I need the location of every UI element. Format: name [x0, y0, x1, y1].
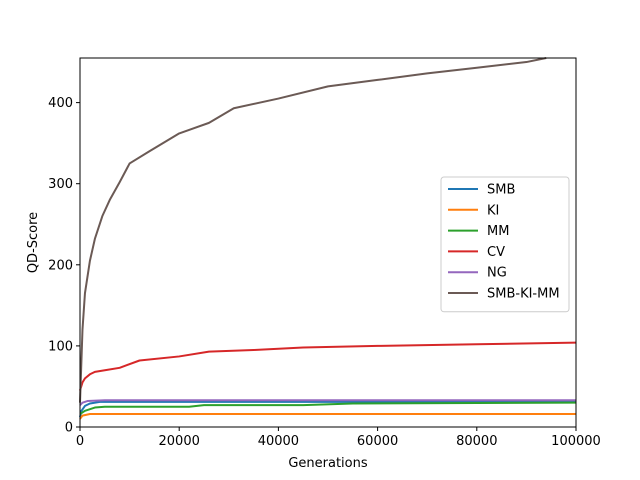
y-tick-label: 200	[48, 258, 73, 273]
x-tick-label: 80000	[456, 434, 497, 449]
legend-label-ki: KI	[487, 203, 499, 218]
series-line-cv	[79, 341, 577, 391]
x-tick-label: 60000	[357, 434, 398, 449]
legend-label-smb-ki-mm: SMB-KI-MM	[487, 287, 560, 302]
legend: SMB KI MM CV NG SMB-KI-MM	[440, 176, 570, 313]
x-tick-label: 40000	[258, 434, 299, 449]
series-line-mm	[79, 401, 577, 415]
series-lines	[79, 57, 577, 420]
y-tick-label: 100	[48, 339, 73, 354]
x-tick-label: 0	[76, 434, 84, 449]
series-line-ng	[79, 399, 576, 406]
legend-label-mm: MM	[487, 224, 509, 239]
plot-frame	[79, 57, 577, 428]
x-axis-label: Generations	[288, 456, 368, 471]
legend-label-smb: SMB	[487, 183, 515, 198]
axis-ticks: 0 20000 40000 60000 80000 100000 0 100 200 300 400	[48, 96, 601, 449]
series-line-smb-ki-mm	[79, 57, 547, 403]
x-tick-label: 100000	[551, 434, 601, 449]
y-axis-label: QD-Score	[26, 212, 41, 273]
legend-label-ng: NG	[487, 266, 507, 281]
legend-label-cv: CV	[487, 245, 505, 260]
x-tick-label: 20000	[159, 434, 200, 449]
y-tick-label: 400	[48, 96, 73, 111]
series-line-ki	[79, 413, 576, 420]
y-tick-label: 300	[48, 177, 73, 192]
series-line-smb	[79, 400, 576, 418]
y-tick-label: 0	[65, 421, 73, 436]
